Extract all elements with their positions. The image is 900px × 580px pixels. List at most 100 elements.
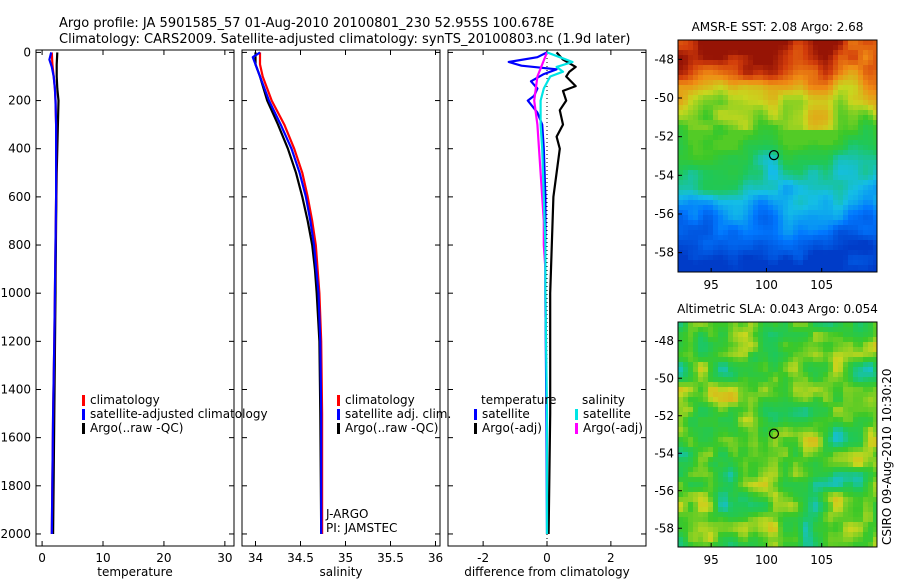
map-sla-cell [713, 387, 719, 393]
map-sla-cell [703, 437, 709, 443]
map-sla-cell [843, 507, 849, 513]
map-sla-cell [833, 457, 839, 463]
map-sla-cell [708, 397, 714, 403]
map-sst-cell [873, 190, 877, 196]
map-sst-cell [688, 145, 694, 151]
map-sla-cell [858, 517, 864, 523]
map-sst-cell [788, 195, 794, 201]
map-sst-cell [688, 205, 694, 211]
map-sla-cell [828, 372, 834, 378]
map-sla-cell [678, 412, 684, 418]
map-sst-cell [728, 250, 734, 256]
map-sla-cell [843, 342, 849, 348]
map-sst-cell [788, 215, 794, 221]
map-sst-cell [803, 50, 809, 56]
map-sst-cell [843, 90, 849, 96]
map-sst-cell [833, 80, 839, 86]
map-sla-cell [728, 472, 734, 478]
map-sst-cell [718, 50, 724, 56]
map-sla-cell [698, 467, 704, 473]
map-sla-cell [718, 392, 724, 398]
map-sst-cell [713, 170, 719, 176]
map-sst-cell [678, 55, 684, 61]
map-sst-cell [773, 170, 779, 176]
map-sst-cell [793, 220, 799, 226]
map-sla-cell [818, 472, 824, 478]
map-sst-cell [723, 165, 729, 171]
map-sst-cell [858, 170, 864, 176]
map-sst-cell [718, 190, 724, 196]
map-sla-cell [678, 537, 684, 543]
map-sla-cell [778, 507, 784, 513]
map-sst-cell [678, 200, 684, 206]
map-sst-cell [803, 145, 809, 151]
map-sla-cell [703, 367, 709, 373]
map-sla-cell [753, 462, 759, 468]
map-sst-cell [738, 155, 744, 161]
map-sla-cell [783, 357, 789, 363]
map-sla-cell [868, 497, 874, 503]
map-sla-cell [863, 367, 869, 373]
map-sla-cell [763, 332, 769, 338]
map-sla-cell [853, 402, 859, 408]
map-sst-cell [718, 125, 724, 131]
map-sla-cell [788, 382, 794, 388]
map-sst-cell [698, 115, 704, 121]
map-sst-cell [778, 145, 784, 151]
map-sla-cell [873, 342, 877, 348]
map-sst-cell [863, 190, 869, 196]
map-sst-cell [683, 130, 689, 136]
depth-tick-label: 1200 [0, 334, 31, 348]
map-sst-title: AMSR-E SST: 2.08 Argo: 2.68 [692, 20, 864, 34]
map-sla-cell [873, 387, 877, 393]
map-sst-cell [863, 125, 869, 131]
map-sst-cell [708, 170, 714, 176]
map-sst-cell [748, 250, 754, 256]
map-sst-cell [713, 190, 719, 196]
map-sst-cell [803, 105, 809, 111]
map-sst-cell [853, 270, 859, 272]
map-sst-cell [698, 135, 704, 141]
map-sst-cell [823, 75, 829, 81]
map-sst-cell [778, 80, 784, 86]
map-sst-cell [733, 60, 739, 66]
map-sst-cell [778, 195, 784, 201]
map-sst-cell [748, 180, 754, 186]
map-sla-cell [858, 372, 864, 378]
map-sst-cell [718, 75, 724, 81]
map-sla-cell [763, 382, 769, 388]
map-sla-cell [803, 432, 809, 438]
map-sla-cell [703, 377, 709, 383]
map-sla-cell [763, 447, 769, 453]
map-sst-cell [803, 175, 809, 181]
map-sla-cell [813, 357, 819, 363]
map-sst-cell [783, 270, 789, 272]
map-sst-cell [813, 110, 819, 116]
map-sla-cell [728, 337, 734, 343]
map-sla-cell [803, 437, 809, 443]
map-sst-cell [683, 205, 689, 211]
map-sla-cell [688, 327, 694, 333]
map-sst-cell [718, 105, 724, 111]
map-sst-cell [808, 270, 814, 272]
map-sst-cell [788, 140, 794, 146]
map-sla-cell [778, 492, 784, 498]
map-sla-cell [788, 432, 794, 438]
map-sla-cell [748, 342, 754, 348]
map-sla-cell [688, 367, 694, 373]
map-sla-cell [778, 337, 784, 343]
map-sla-cell [873, 392, 877, 398]
map-sla-cell [858, 477, 864, 483]
map-sst-cell [788, 85, 794, 91]
map-sst-cell [793, 160, 799, 166]
map-sla-cell [873, 402, 877, 408]
map-sla-cell [868, 477, 874, 483]
map-sst-cell [858, 200, 864, 206]
map-sla-cell [853, 332, 859, 338]
map-sla-cell [698, 362, 704, 368]
map-sst-cell [808, 55, 814, 61]
map-sla-cell [863, 507, 869, 513]
map-sla-cell [778, 422, 784, 428]
map-sst-cell [753, 265, 759, 271]
map-sst-cell [753, 60, 759, 66]
